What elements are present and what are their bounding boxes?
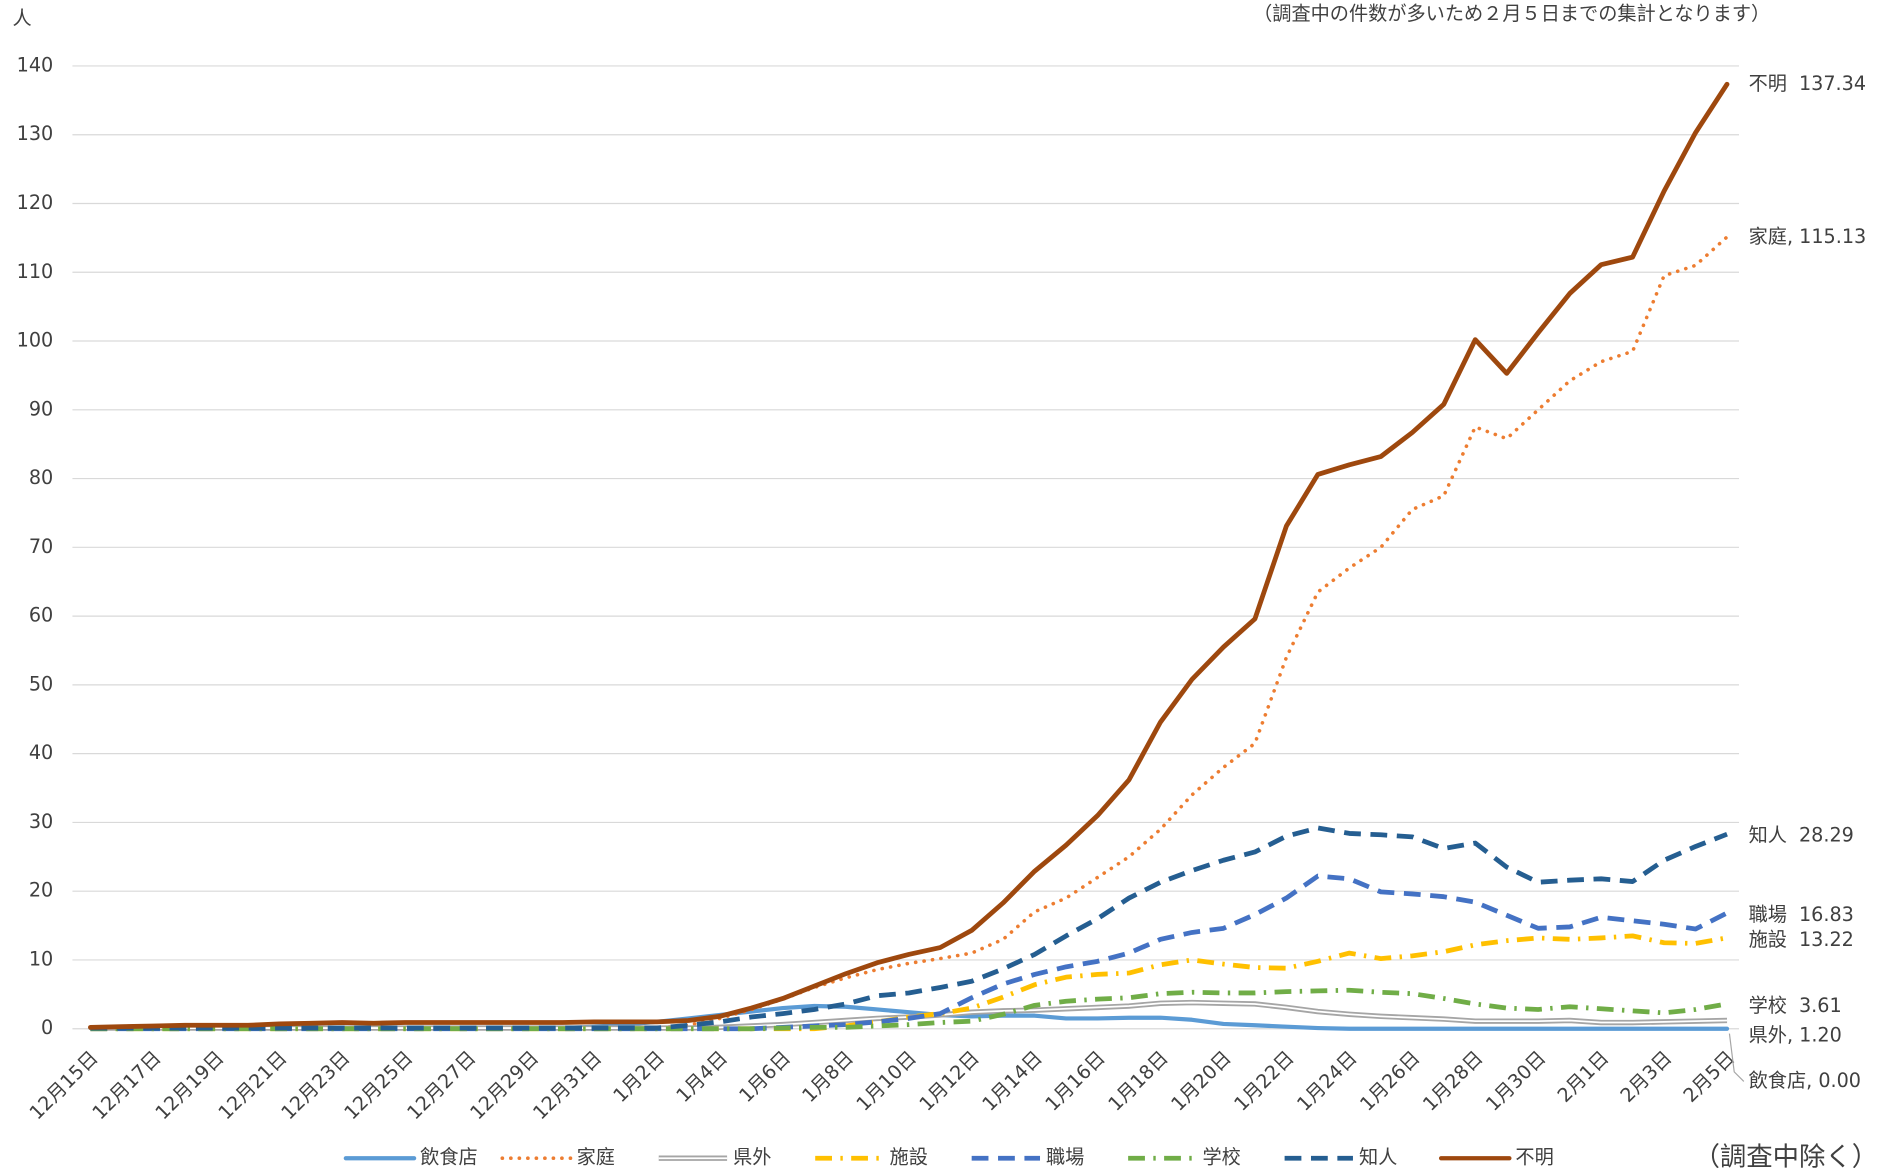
y-tick-label: 130 xyxy=(17,122,54,145)
y-tick-label: 60 xyxy=(29,604,53,627)
end-label: 職場 16.83 xyxy=(1749,902,1854,925)
legend-label: 施設 xyxy=(890,1146,928,1169)
y-tick-label: 120 xyxy=(17,191,54,214)
y-tick-label: 90 xyxy=(29,397,53,420)
end-label-name: 学校 xyxy=(1749,993,1787,1016)
y-tick-label: 80 xyxy=(29,466,53,489)
series-line xyxy=(90,933,1728,1032)
end-label-value: 3.61 xyxy=(1799,993,1842,1016)
legend-label: 県外 xyxy=(733,1146,771,1169)
end-label-value: 137.34 xyxy=(1799,71,1866,94)
end-label-value: 13.22 xyxy=(1799,928,1854,951)
end-label-name: 不明 xyxy=(1749,71,1787,94)
legend-label: 不明 xyxy=(1515,1146,1553,1169)
end-label: 飲食店, 0.00 xyxy=(1749,1069,1861,1092)
y-tick-label: 20 xyxy=(29,879,53,902)
y-tick-label: 50 xyxy=(29,672,53,695)
y-tick-label: 140 xyxy=(17,53,54,76)
legend-label: 家庭 xyxy=(577,1146,615,1169)
end-label-value: 16.83 xyxy=(1799,902,1854,925)
leader-line xyxy=(1728,1033,1745,1082)
y-axis-label: 人 xyxy=(12,7,31,30)
legend-label: 職場 xyxy=(1046,1146,1084,1169)
y-tick-label: 100 xyxy=(17,329,54,352)
end-label: 家庭, 115.13 xyxy=(1749,225,1867,248)
end-label-name: 職場 xyxy=(1749,902,1787,925)
legend-label: 飲食店 xyxy=(420,1146,478,1169)
end-label: 学校 3.61 xyxy=(1749,993,1842,1016)
series-line xyxy=(90,987,1728,1032)
y-tick-label: 40 xyxy=(29,741,53,764)
y-tick-label: 70 xyxy=(29,535,53,558)
series-line xyxy=(90,825,1728,1031)
series-line xyxy=(88,81,1730,1030)
footnote: （調査中除く） xyxy=(1694,1143,1879,1173)
end-label-name: 知人 xyxy=(1749,823,1787,846)
end-label: 不明 137.34 xyxy=(1749,71,1866,94)
y-tick-label: 0 xyxy=(41,1016,53,1039)
y-tick-label: 10 xyxy=(29,947,53,970)
end-label: 県外, 1.20 xyxy=(1749,1023,1842,1046)
end-label-value: 28.29 xyxy=(1799,823,1854,846)
legend-label: 学校 xyxy=(1202,1146,1240,1169)
end-label: 施設 13.22 xyxy=(1749,928,1854,951)
y-tick-label: 30 xyxy=(29,810,53,833)
legend-label: 知人 xyxy=(1359,1146,1397,1169)
end-label-name: 施設 xyxy=(1749,928,1787,951)
y-tick-label: 110 xyxy=(17,260,54,283)
end-label: 知人 28.29 xyxy=(1749,823,1854,846)
note: （調査中の件数が多いため２月５日までの集計となります） xyxy=(1253,2,1770,25)
